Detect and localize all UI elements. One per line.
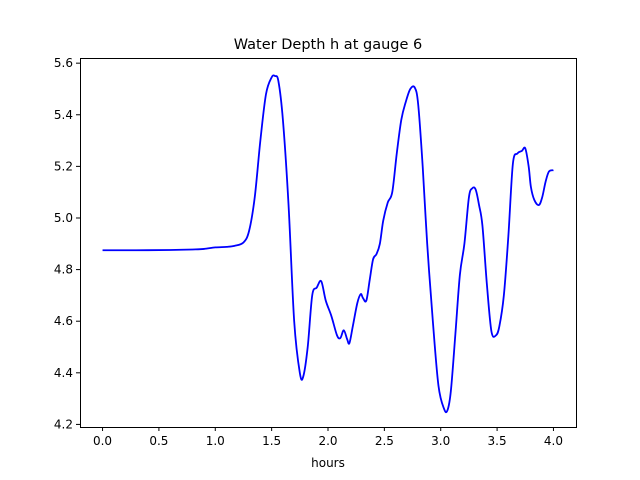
x-tick-label: 4.0: [544, 434, 563, 448]
x-tick-label: 1.0: [206, 434, 225, 448]
y-tick-label: 4.2: [54, 417, 73, 431]
y-axis: 4.2 4.4 4.6 4.8 5.0 5.2 5.4 5.6: [54, 56, 80, 431]
y-tick-label: 5.6: [54, 56, 73, 70]
y-tick-label: 5.4: [54, 108, 73, 122]
series-line-1: [102, 74, 554, 414]
x-tick-label: 0.5: [149, 434, 168, 448]
x-tick-label: 0.0: [93, 434, 112, 448]
y-tick-label: 4.6: [54, 314, 73, 328]
plot-area: [102, 74, 554, 414]
x-tick-label: 2.5: [375, 434, 394, 448]
plot-frame: [80, 58, 577, 428]
y-tick-label: 4.8: [54, 263, 73, 277]
y-tick-label: 5.0: [54, 211, 73, 225]
x-axis: 0.0 0.5 1.0 1.5 2.0 2.5 3.0 3.5 4.0: [93, 427, 563, 448]
x-tick-label: 3.0: [431, 434, 450, 448]
x-axis-label: hours: [311, 456, 345, 470]
y-tick-label: 4.4: [54, 366, 73, 380]
y-tick-label: 5.2: [54, 159, 73, 173]
x-tick-label: 1.5: [262, 434, 281, 448]
x-tick-label: 2.0: [318, 434, 337, 448]
x-tick-label: 3.5: [488, 434, 507, 448]
chart-title: Water Depth h at gauge 6: [234, 37, 422, 53]
